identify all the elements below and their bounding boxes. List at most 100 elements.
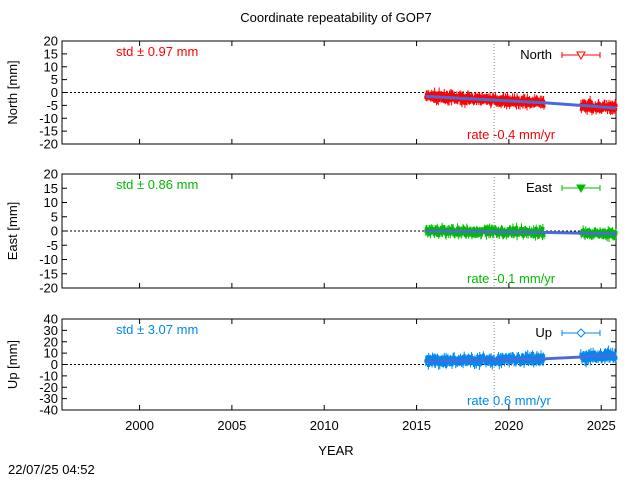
up-data-point [462,354,466,358]
up-ytick-label: -40 [39,403,58,418]
up-data-point [614,356,618,360]
north-ytick-label: 10 [44,59,58,74]
east-ytick-label: 15 [44,181,58,196]
north-data-point [488,95,492,99]
north-ytick-label: -20 [39,137,58,152]
north-data-point [533,97,537,101]
up-ytick-label: 20 [44,334,58,349]
xtick-label: 2025 [587,418,616,433]
chart-title: Coordinate repeatability of GOP7 [240,10,432,25]
up-ytick-label: 30 [44,323,58,338]
east-ytick-label: 20 [44,167,58,182]
east-data-point [515,233,519,237]
up-std-label: std ± 3.07 mm [116,322,198,337]
east-ytick-label: -10 [39,252,58,267]
east-legend-label: East [526,180,552,195]
up-data-point [444,355,448,359]
north-ytick-label: 0 [51,85,58,100]
north-data-point [498,96,502,100]
up-data-point [531,351,535,355]
x-axis-label: YEAR [318,443,353,458]
up-data-point [467,354,471,358]
east-data-point [533,234,537,238]
up-legend-marker [576,328,586,338]
up-ytick-label: -30 [39,391,58,406]
north-legend-marker [576,51,586,61]
north-data-point [478,95,482,99]
north-data-point [588,108,592,112]
north-data-point [525,103,529,107]
north-data-point [463,101,467,105]
east-ytick-label: 0 [51,224,58,239]
east-rate-label: rate -0.1 mm/yr [467,271,556,286]
up-data-point [584,360,588,364]
xtick-label: 2020 [494,418,523,433]
north-data-point [459,92,463,96]
xtick-label: 2010 [310,418,339,433]
north-data-point [590,109,594,113]
east-data-point [541,227,545,231]
north-data-point [512,103,516,107]
north-data-point [453,99,457,103]
up-data-point [605,357,609,361]
north-std-label: std ± 0.97 mm [116,44,198,59]
up-ytick-label: 40 [44,312,58,327]
up-data-point [442,363,446,367]
x-axis: 2000 2005 2010 2015 2020 2025 [125,418,616,433]
up-ytick-label: 0 [51,357,58,372]
up-data-point [433,355,437,359]
up-data-point [500,361,504,365]
up-data-point [607,349,611,353]
up-ytick-label: -10 [39,368,58,383]
east-data-point [538,228,542,232]
up-legend-label: Up [535,325,552,340]
east-data-point [467,233,471,237]
up-data-point [589,358,593,362]
up-data-point [539,353,543,357]
east-trend-line [425,229,617,236]
north-ytick-label: 20 [44,34,58,49]
timestamp: 22/07/25 04:52 [8,462,95,477]
east-data-point [440,226,444,230]
east-ytick-label: -15 [39,266,58,281]
north-data-point [460,101,464,105]
north-rate-label: rate -0.4 mm/yr [467,127,556,142]
up-data-point [605,352,609,356]
east-ytick-label: 10 [44,195,58,210]
east-data-point [542,234,546,238]
north-ytick-label: -15 [39,124,58,139]
up-data-point [583,359,587,363]
north-ytick-label: 15 [44,46,58,61]
north-data-point [450,98,454,102]
up-data-point [478,362,482,366]
east-data-point [505,228,509,232]
up-data-point [430,362,434,366]
up-y-axis-label: Up [mm] [5,340,20,389]
east-std-label: std ± 0.86 mm [116,177,198,192]
north-data-point [461,93,465,97]
xtick-label: 2015 [402,418,431,433]
up-data-point [474,362,478,366]
north-data-point [597,102,601,106]
north-data-point [443,100,447,104]
north-ytick-label: -10 [39,111,58,126]
north-ytick-label: -5 [46,98,58,113]
up-data-point [602,356,606,360]
north-data-point [483,95,487,99]
up-ytick-label: -20 [39,380,58,395]
east-ytick-label: -20 [39,281,58,296]
north-data-point [606,108,610,112]
north-data-point [515,102,519,106]
north-data-point [582,106,586,110]
north-data-point [614,104,618,108]
up-data-point [603,358,607,362]
up-data-point [502,359,506,363]
north-legend-label: North [520,47,552,62]
east-data-point [515,225,519,229]
east-ytick-label: -5 [46,238,58,253]
